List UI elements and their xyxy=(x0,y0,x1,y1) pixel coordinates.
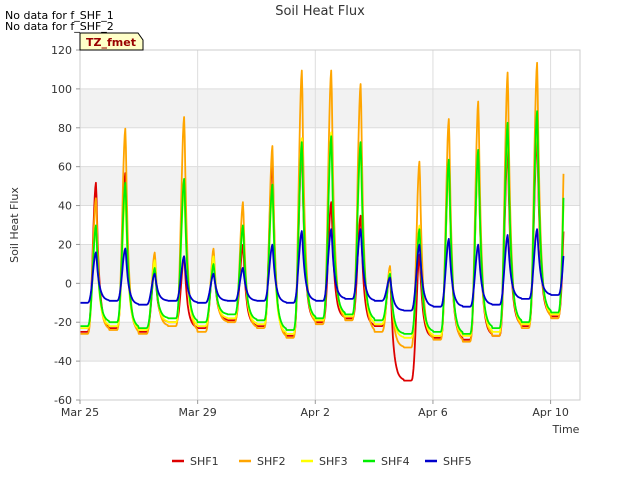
legend-label-shf5: SHF5 xyxy=(443,455,472,468)
y-tick-label: 120 xyxy=(51,44,72,57)
x-tick-label: Apr 6 xyxy=(418,406,448,419)
badge-label: TZ_fmet xyxy=(86,36,136,49)
plot-frame xyxy=(79,49,581,401)
background-band xyxy=(80,322,580,362)
no-data-note-2: No data for f_SHF_2 xyxy=(5,20,114,33)
y-tick-label: 40 xyxy=(58,200,72,213)
y-tick-label: -20 xyxy=(54,316,72,329)
badge-box xyxy=(79,32,144,51)
legend-label-shf2: SHF2 xyxy=(257,455,286,468)
chart-title: Soil Heat Flux xyxy=(275,4,365,19)
legend-label-shf3: SHF3 xyxy=(319,455,348,468)
y-tick-label: -60 xyxy=(54,394,72,407)
x-tick-label: Apr 10 xyxy=(532,406,569,419)
legend-label-shf1: SHF1 xyxy=(190,455,219,468)
x-tick-label: Mar 29 xyxy=(179,406,217,419)
legend-label-shf4: SHF4 xyxy=(381,455,410,468)
y-axis: -60 -40 -20 0 20 40 60 80 100 120 xyxy=(51,44,80,407)
x-tick-label: Mar 25 xyxy=(61,406,99,419)
series-line-shf3 xyxy=(79,118,565,339)
series-line-shf5 xyxy=(79,228,565,312)
y-tick-label: 80 xyxy=(58,122,72,135)
badge: TZ_fmet xyxy=(79,32,144,51)
x-axis-label: Time xyxy=(552,423,580,436)
x-axis: Mar 25 Mar 29 Apr 2 Apr 6 Apr 10 xyxy=(61,400,569,419)
no-data-note-1: No data for f_SHF_1 xyxy=(5,9,114,22)
background-band xyxy=(80,244,580,284)
y-tick-label: 20 xyxy=(58,238,72,251)
series-layer xyxy=(79,61,565,382)
y-tick-label: 60 xyxy=(58,161,72,174)
legend: SHF1 SHF2 SHF3 SHF4 SHF5 xyxy=(172,455,472,468)
y-tick-label: 100 xyxy=(51,83,72,96)
y-axis-label: Soil Heat Flux xyxy=(8,187,21,263)
y-tick-label: 0 xyxy=(65,277,72,290)
y-tick-label: -40 xyxy=(54,355,72,368)
x-tick-label: Apr 2 xyxy=(301,406,331,419)
